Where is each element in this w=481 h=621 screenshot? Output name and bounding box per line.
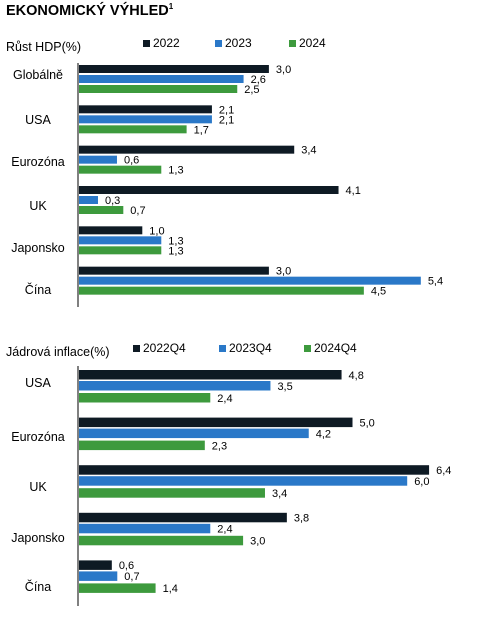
inflation-data-label-2023Q4: 4,2 [316, 428, 331, 440]
inflation-data-label-2023Q4: 0,7 [124, 571, 139, 583]
gdp-category-label: USA [25, 113, 51, 127]
inflation-bar-2024Q4 [79, 440, 205, 451]
inflation-legend-swatch-2022Q4 [133, 345, 140, 352]
gdp-legend-swatch-2023 [215, 40, 222, 47]
gdp-data-label-2024: 2,5 [244, 84, 259, 96]
gdp-legend-swatch-2024 [289, 40, 296, 47]
inflation-bar-2024Q4 [79, 393, 211, 403]
inflation-data-label-2024Q4: 1,4 [163, 583, 178, 595]
inflation-category-label: Japonsko [11, 531, 65, 545]
inflation-chart-title: Jádrová inflace(%) [6, 345, 110, 359]
gdp-bar-2024 [79, 246, 162, 255]
inflation-data-label-2023Q4: 2,4 [217, 524, 232, 536]
inflation-legend-label-2024Q4: 2024Q4 [314, 341, 357, 355]
gdp-category-label: Eurozóna [11, 155, 65, 169]
inflation-legend-swatch-2024Q4 [304, 345, 311, 352]
gdp-data-label-2023: 2,1 [219, 114, 234, 126]
gdp-bar-2024 [79, 85, 238, 93]
gdp-data-label-2024: 0,7 [130, 205, 145, 217]
gdp-data-label-2022: 1,0 [149, 225, 164, 237]
gdp-bar-2022 [79, 186, 339, 194]
gdp-bar-2023 [79, 75, 244, 83]
inflation-category-label: Čína [25, 579, 51, 594]
gdp-legend-label-2023: 2023 [225, 36, 252, 50]
gdp-data-label-2024: 1,7 [194, 124, 209, 136]
gdp-data-label-2022: 4,1 [346, 185, 361, 197]
gdp-bar-2024 [79, 125, 187, 134]
inflation-data-label-2022Q4: 0,6 [119, 560, 134, 572]
inflation-bar-2024Q4 [79, 535, 244, 546]
inflation-category-label: Eurozóna [11, 430, 65, 444]
inflation-data-label-2022Q4: 5,0 [360, 417, 375, 429]
gdp-bar-2023 [79, 276, 421, 285]
inflation-legend-label-2022Q4: 2022Q4 [143, 341, 186, 355]
inflation-legend-label-2023Q4: 2023Q4 [229, 341, 272, 355]
gdp-bar-2024 [79, 165, 162, 174]
gdp-category-label: Čína [25, 282, 51, 297]
inflation-legend-swatch-2023Q4 [219, 345, 226, 352]
inflation-data-label-2023Q4: 3,5 [277, 381, 292, 393]
gdp-data-label-2023: 0,6 [124, 155, 139, 167]
inflation-bar-2023Q4 [79, 523, 211, 534]
inflation-data-label-2024Q4: 3,0 [250, 536, 265, 548]
inflation-bar-2023Q4 [79, 476, 408, 486]
gdp-legend-label-2024: 2024 [299, 36, 326, 50]
gdp-bar-2023 [79, 196, 98, 204]
inflation-data-label-2022Q4: 6,4 [436, 465, 451, 477]
inflation-bar-2022Q4 [79, 560, 112, 570]
gdp-legend-label-2022: 2022 [153, 36, 180, 50]
gdp-data-label-2024: 1,3 [168, 165, 183, 177]
gdp-bar-2023 [79, 115, 212, 124]
gdp-data-label-2022: 2,1 [219, 104, 234, 116]
gdp-category-label: Japonsko [11, 241, 65, 255]
inflation-data-label-2022Q4: 4,8 [349, 370, 364, 382]
gdp-bar-2024 [79, 206, 124, 214]
page-title-footnote-marker: 1 [168, 2, 174, 11]
inflation-bar-2023Q4 [79, 428, 309, 439]
gdp-bar-2023 [79, 236, 162, 245]
gdp-data-label-2023: 1,3 [168, 235, 183, 247]
gdp-bar-2022 [79, 266, 269, 275]
inflation-data-label-2022Q4: 3,8 [294, 513, 309, 525]
gdp-bar-2022 [79, 65, 269, 73]
inflation-bar-2022Q4 [79, 465, 430, 475]
inflation-category-label: UK [29, 480, 47, 494]
gdp-bar-2022 [79, 145, 295, 154]
gdp-data-label-2023: 5,4 [428, 276, 443, 288]
inflation-category-label: USA [25, 376, 51, 390]
gdp-data-label-2024: 4,5 [371, 286, 386, 298]
gdp-bar-2024 [79, 286, 364, 295]
gdp-data-label-2022: 3,0 [276, 266, 291, 278]
inflation-data-label-2023Q4: 6,0 [414, 476, 429, 488]
inflation-bar-2024Q4 [79, 583, 156, 593]
inflation-bar-2022Q4 [79, 370, 342, 380]
gdp-bar-2023 [79, 155, 117, 164]
gdp-bar-2022 [79, 226, 143, 235]
inflation-bar-2023Q4 [79, 381, 271, 391]
inflation-data-label-2024Q4: 3,4 [272, 488, 287, 500]
gdp-legend-swatch-2022 [143, 40, 150, 47]
gdp-data-label-2022: 3,4 [301, 145, 316, 157]
gdp-data-label-2023: 2,6 [251, 74, 266, 86]
inflation-data-label-2024Q4: 2,3 [212, 440, 227, 452]
inflation-bar-2024Q4 [79, 488, 265, 498]
gdp-data-label-2022: 3,0 [276, 64, 291, 76]
inflation-bar-2022Q4 [79, 512, 287, 523]
gdp-chart-title: Růst HDP(%) [6, 40, 81, 54]
gdp-category-label: Globálně [13, 68, 63, 82]
gdp-data-label-2023: 0,3 [105, 195, 120, 207]
gdp-category-label: UK [29, 199, 47, 213]
page-title: EKONOMICKÝ VÝHLED1 [6, 2, 174, 19]
gdp-bar-2022 [79, 105, 212, 114]
inflation-data-label-2024Q4: 2,4 [217, 393, 232, 405]
page-title-text: EKONOMICKÝ VÝHLED [6, 3, 169, 19]
inflation-bar-2022Q4 [79, 417, 353, 428]
inflation-bar-2023Q4 [79, 571, 118, 581]
gdp-data-label-2024: 1,3 [168, 245, 183, 257]
